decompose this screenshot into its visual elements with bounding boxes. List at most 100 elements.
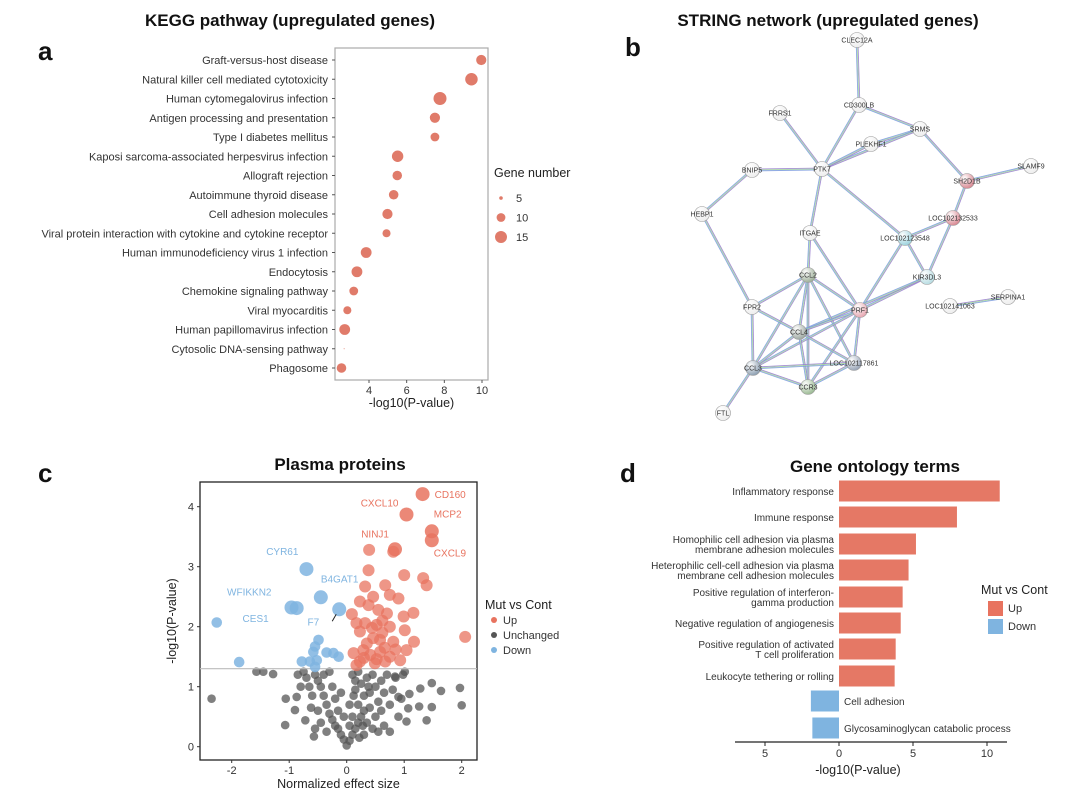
bar-up bbox=[839, 586, 903, 608]
node-circle bbox=[959, 173, 975, 189]
node-plekhf1: PLEKHF1 bbox=[855, 136, 887, 152]
node-label: LOC102132533 bbox=[928, 216, 978, 223]
node-circle bbox=[846, 355, 862, 371]
edge-strand bbox=[808, 310, 862, 388]
node-ccl4: CCL4 bbox=[790, 324, 808, 340]
point-unchanged bbox=[371, 682, 380, 691]
point-unchanged bbox=[316, 718, 326, 727]
edge-strand bbox=[752, 308, 860, 368]
edge-strand bbox=[753, 363, 855, 370]
category-label: Type I diabetes mellitus bbox=[213, 132, 328, 144]
edge-strand bbox=[808, 168, 822, 233]
point-up bbox=[392, 592, 405, 605]
point-unchanged bbox=[388, 685, 398, 694]
edge-strand bbox=[701, 169, 753, 215]
point-up bbox=[363, 543, 376, 556]
point-up bbox=[389, 643, 402, 656]
x-tick-label: 10 bbox=[476, 385, 488, 397]
node-frrs1: FRRS1 bbox=[769, 105, 792, 121]
dot-13 bbox=[349, 286, 359, 296]
x-tick-label: 6 bbox=[404, 385, 410, 397]
node-circle bbox=[744, 299, 760, 315]
category-label: Endocytosis bbox=[269, 267, 329, 279]
edge-PRF1-CCR3 bbox=[806, 309, 862, 388]
edge-strand bbox=[860, 238, 907, 311]
edge-strand bbox=[859, 103, 921, 129]
legend-marker-up bbox=[491, 617, 497, 623]
edge-LOC102132533-LOC102123548 bbox=[904, 216, 954, 240]
point-unchanged bbox=[427, 702, 437, 712]
edge-strand bbox=[807, 274, 855, 364]
edge-strand bbox=[808, 274, 856, 363]
x-tick-label: 5 bbox=[762, 748, 768, 760]
point-down bbox=[308, 646, 319, 658]
edge-strand bbox=[852, 309, 860, 363]
edge-strand bbox=[807, 274, 861, 311]
labeled-point-cyr61 bbox=[299, 562, 314, 577]
edge-strand bbox=[822, 105, 861, 170]
point-up bbox=[345, 608, 358, 621]
edge-SRMS-SH2D1B bbox=[918, 128, 969, 182]
x-axis-label: -log10(P-value) bbox=[815, 763, 900, 777]
point-unchanged bbox=[349, 691, 358, 700]
edge-strand bbox=[920, 128, 969, 181]
point-up bbox=[360, 637, 373, 650]
point-unchanged bbox=[385, 727, 395, 736]
point-unchanged bbox=[259, 667, 268, 676]
legend-marker-unchanged bbox=[491, 632, 497, 638]
node-label: CLEC12A bbox=[841, 38, 872, 45]
bar-row: Immune response bbox=[754, 506, 957, 528]
labeled-point-b4gat1 bbox=[313, 590, 328, 605]
edge-strand bbox=[807, 309, 861, 388]
point-unchanged bbox=[422, 716, 431, 725]
dot-6 bbox=[391, 150, 404, 162]
plot-frame bbox=[199, 481, 478, 761]
panel-a-title: KEGG pathway (upregulated genes) bbox=[145, 11, 435, 30]
category-label: Chemokine signaling pathway bbox=[182, 286, 329, 298]
node-loc102141063: LOC102141063 bbox=[925, 298, 975, 314]
node-label: CCL4 bbox=[790, 330, 808, 337]
node-label: FRRS1 bbox=[769, 111, 792, 118]
edge-strand bbox=[807, 275, 860, 312]
node-circle bbox=[897, 230, 913, 246]
legend-size-label: 10 bbox=[516, 213, 528, 225]
node-bnip5: BNIP5 bbox=[742, 162, 762, 178]
x-axis-label: Normalized effect size bbox=[277, 777, 400, 790]
edge-strand bbox=[752, 331, 800, 369]
x-tick-label: 5 bbox=[910, 748, 916, 760]
node-circle bbox=[744, 162, 760, 178]
node-label: LOC102123548 bbox=[880, 236, 930, 243]
edge-strand bbox=[853, 309, 861, 364]
edge-strand bbox=[722, 367, 754, 414]
category-label: Antigen processing and presentation bbox=[149, 113, 328, 125]
legend-title: Mut vs Cont bbox=[981, 583, 1048, 597]
legend-size-dot bbox=[495, 231, 507, 243]
dot-10 bbox=[382, 229, 391, 238]
edge-ITGAE-PRF1 bbox=[808, 232, 862, 311]
edge-strand bbox=[858, 237, 905, 310]
point-up bbox=[353, 625, 366, 638]
edge-strand bbox=[798, 308, 860, 332]
edge-strand bbox=[702, 170, 753, 216]
bar-label: Positive regulation of activated bbox=[698, 640, 834, 651]
go-bar-chart: Inflammatory response Immune response Homo… bbox=[651, 480, 1048, 777]
node-label: CCL2 bbox=[799, 273, 817, 280]
x-tick-label: -1 bbox=[284, 765, 294, 777]
edge-FPR2-CCL4 bbox=[751, 305, 800, 334]
edge-LOC102132533-KIR3DL3 bbox=[925, 217, 955, 278]
node-label: HEBP1 bbox=[691, 212, 714, 219]
category-label: Human cytomegalovirus infection bbox=[166, 94, 328, 106]
node-loc102123548: LOC102123548 bbox=[880, 230, 930, 246]
edge-strand bbox=[904, 217, 954, 239]
edge-strand bbox=[859, 237, 906, 311]
point-unchanged bbox=[397, 694, 406, 703]
bar-label: Homophilic cell adhesion via plasma bbox=[673, 535, 835, 546]
point-up bbox=[362, 564, 375, 577]
bar-row: Heterophilic cell-cell adhesion via plas… bbox=[651, 559, 909, 582]
bar-up bbox=[839, 665, 895, 687]
point-up bbox=[379, 579, 392, 592]
edge-strand bbox=[822, 167, 906, 238]
point-up bbox=[397, 610, 410, 623]
category-label: Cytosolic DNA-sensing pathway bbox=[171, 344, 328, 356]
